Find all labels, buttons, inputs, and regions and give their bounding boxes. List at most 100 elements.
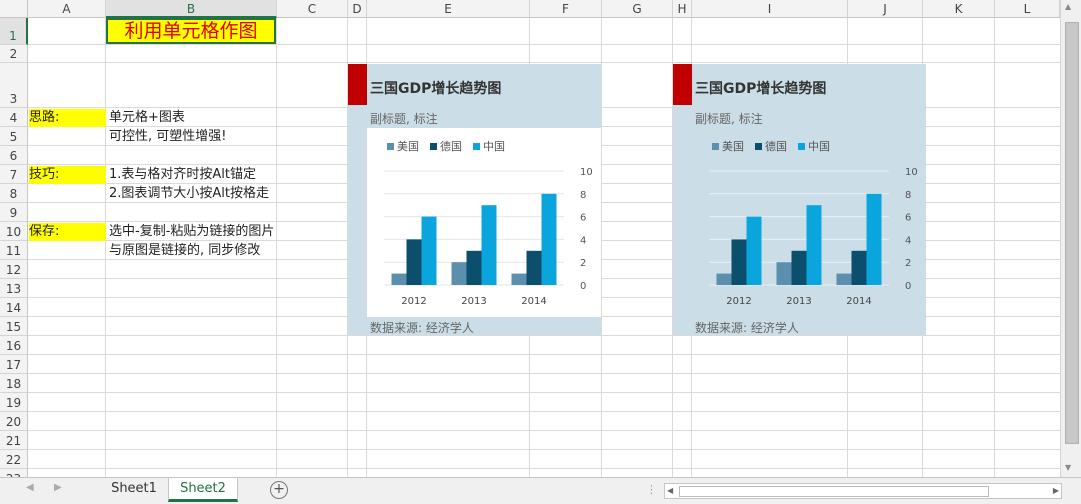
row-header-21[interactable]: 21: [0, 431, 28, 450]
scroll-thumb[interactable]: [1065, 22, 1079, 444]
column-header-h[interactable]: H: [673, 0, 692, 18]
bar-2014-德国: [851, 250, 867, 285]
row-header-23[interactable]: 23: [0, 469, 28, 477]
column-header-f[interactable]: F: [530, 0, 602, 18]
column-header-a[interactable]: A: [28, 0, 106, 18]
cell-b11[interactable]: 与原图是链接的, 同步修改: [109, 243, 261, 258]
vertical-scrollbar[interactable]: ▲ ▼: [1060, 0, 1081, 477]
y-tick-label: 0: [580, 281, 586, 292]
legend-swatch: [430, 143, 437, 150]
scroll-left-icon[interactable]: ◀: [667, 486, 674, 495]
column-header-d[interactable]: D: [348, 0, 367, 18]
column-gridline: [672, 18, 673, 477]
cell-b1-title[interactable]: 利用单元格作图: [106, 18, 276, 44]
row-header-22[interactable]: 22: [0, 450, 28, 469]
cell-a7-label[interactable]: 技巧:: [29, 166, 106, 184]
row-gridline: [28, 335, 1060, 336]
column-header-c[interactable]: C: [277, 0, 348, 18]
y-tick-label: 6: [580, 213, 586, 224]
scroll-right-icon[interactable]: ▶: [1052, 486, 1059, 495]
left-arrow-icon[interactable]: ◀: [26, 482, 34, 493]
row-header-3[interactable]: 3: [0, 63, 28, 108]
row-header-9[interactable]: 9: [0, 203, 28, 222]
y-tick-label: 6: [905, 213, 911, 224]
column-header-l[interactable]: L: [995, 0, 1060, 18]
tab-sheet2[interactable]: Sheet2: [168, 478, 238, 502]
row-header-10[interactable]: 10: [0, 222, 28, 241]
legend-label: 美国: [397, 140, 419, 153]
bar-2012-美国: [716, 273, 732, 285]
row-header-4[interactable]: 4: [0, 108, 28, 127]
y-tick-label: 2: [905, 258, 911, 269]
plus-circle-icon[interactable]: +: [270, 481, 288, 499]
legend-swatch: [387, 143, 394, 150]
scroll-down-icon[interactable]: ▼: [1065, 463, 1072, 472]
row-header-13[interactable]: 13: [0, 279, 28, 298]
row-gridline: [28, 354, 1060, 355]
row-header-20[interactable]: 20: [0, 412, 28, 431]
bar-2012-美国: [391, 273, 407, 285]
x-tick-label: 2013: [786, 296, 811, 307]
column-gridline: [105, 18, 106, 477]
row-header-16[interactable]: 16: [0, 336, 28, 355]
cell-b7[interactable]: 1.表与格对齐时按Alt锚定: [109, 167, 257, 182]
bar-2013-美国: [451, 262, 467, 285]
row-header-17[interactable]: 17: [0, 355, 28, 374]
legend-label: 中国: [483, 140, 505, 153]
row-header-19[interactable]: 19: [0, 393, 28, 412]
right-arrow-icon[interactable]: ▶: [54, 482, 62, 493]
cell-b5[interactable]: 可控性, 可塑性增强!: [109, 129, 227, 144]
select-all-corner[interactable]: [0, 0, 28, 18]
bar-2013-德国: [791, 250, 807, 285]
row-header-11[interactable]: 11: [0, 241, 28, 260]
column-gridline: [276, 18, 277, 477]
column-header-i[interactable]: I: [692, 0, 848, 18]
cell-a4-label[interactable]: 思路:: [29, 109, 106, 127]
column-header-b[interactable]: B: [106, 0, 277, 18]
row-header-15[interactable]: 15: [0, 317, 28, 336]
column-header-e[interactable]: E: [367, 0, 530, 18]
column-header-k[interactable]: K: [923, 0, 995, 18]
cell-b4[interactable]: 单元格+图表: [109, 110, 185, 125]
row-header-8[interactable]: 8: [0, 184, 28, 203]
bar-2014-德国: [526, 250, 542, 285]
row-header-6[interactable]: 6: [0, 146, 28, 165]
chart-original[interactable]: 三国GDP增长趋势图 副标题, 标注 美国 德国 中国 0 2 4 6 8 10 2012 2013…: [348, 64, 601, 335]
scroll-up-icon[interactable]: ▲: [1065, 2, 1072, 11]
column-gridline: [994, 18, 995, 477]
row-header-14[interactable]: 14: [0, 298, 28, 317]
column-gridline: [347, 18, 348, 477]
row-header-1[interactable]: 1: [0, 18, 28, 45]
horizontal-scrollbar[interactable]: ◀ ▶: [664, 483, 1062, 499]
chart-linked-picture[interactable]: 三国GDP增长趋势图 副标题, 标注 美国 德国 中国 0 2 4 6 8 10 2012 2013…: [673, 64, 926, 335]
cell-b10[interactable]: 选中-复制-粘贴为链接的图片: [109, 224, 275, 239]
row-header-12[interactable]: 12: [0, 260, 28, 279]
row-header-7[interactable]: 7: [0, 165, 28, 184]
row-header-18[interactable]: 18: [0, 374, 28, 393]
chart-accent-bar: [673, 64, 692, 105]
chart-source: 数据来源: 经济学人: [370, 321, 474, 335]
column-header-j[interactable]: J: [848, 0, 923, 18]
hscroll-thumb[interactable]: [679, 486, 989, 497]
cell-a10-label[interactable]: 保存:: [29, 223, 106, 241]
y-tick-label: 4: [580, 235, 586, 246]
x-tick-label: 2014: [521, 296, 546, 307]
chart-title: 三国GDP增长趋势图: [370, 81, 502, 97]
column-header-g[interactable]: G: [602, 0, 673, 18]
legend-label: 德国: [765, 139, 787, 153]
row-header-2[interactable]: 2: [0, 45, 28, 63]
row-gridline: [28, 392, 1060, 393]
chart-subtitle: 副标题, 标注: [370, 112, 438, 126]
legend-swatch: [473, 143, 480, 150]
bar-2013-美国: [776, 262, 792, 285]
tab-sheet1[interactable]: Sheet1: [111, 481, 157, 496]
cell-b8[interactable]: 2.图表调节大小按Alt按格走: [109, 186, 270, 201]
row-header-5[interactable]: 5: [0, 127, 28, 146]
y-tick-label: 4: [905, 235, 911, 246]
tab-splitter-icon[interactable]: ⋮: [646, 483, 657, 496]
y-tick-label: 8: [580, 190, 586, 201]
x-tick-label: 2012: [401, 296, 426, 307]
legend-label: 美国: [722, 140, 744, 153]
legend-swatch: [712, 143, 719, 150]
